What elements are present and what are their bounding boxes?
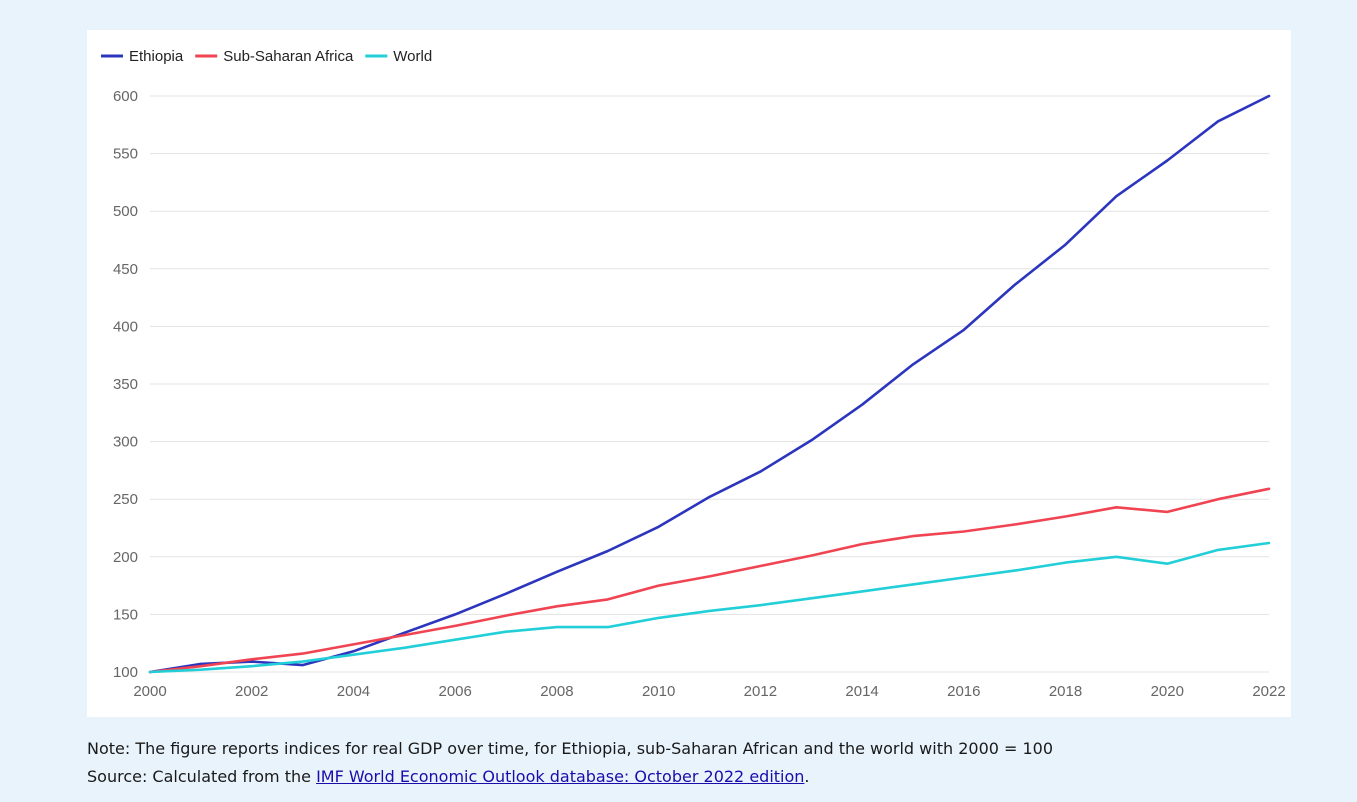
legend: Ethiopia Sub-Saharan Africa World xyxy=(101,48,432,65)
y-tick-label: 600 xyxy=(113,88,138,105)
y-tick-label: 250 xyxy=(113,491,138,508)
x-axis: 2000 2002 2004 2006 2008 2010 2012 2014 2016 2018… xyxy=(133,683,1285,700)
legend-label: Sub-Saharan Africa xyxy=(223,48,354,65)
series-line-world xyxy=(148,541,1271,674)
source-link[interactable]: IMF World Economic Outlook database: Oct… xyxy=(316,767,805,786)
x-tick-label: 2020 xyxy=(1151,683,1184,700)
source-suffix: . xyxy=(804,767,810,786)
y-axis: 100 150 200 250 300 350 400 450 500 550 600 xyxy=(113,88,138,681)
chart-card: Ethiopia Sub-Saharan Africa World 100 150 20… xyxy=(87,30,1291,717)
legend-label: World xyxy=(393,48,432,65)
series-line-sub-saharan-africa xyxy=(148,487,1271,674)
note-text: Note: The figure reports indices for rea… xyxy=(87,739,1054,758)
legend-label: Ethiopia xyxy=(129,48,184,65)
figure-notes: Note: The figure reports indices for rea… xyxy=(87,735,1053,791)
legend-item[interactable]: Sub-Saharan Africa xyxy=(195,48,354,65)
y-tick-label: 300 xyxy=(113,434,138,451)
y-tick-label: 400 xyxy=(113,318,138,335)
legend-item[interactable]: World xyxy=(365,48,432,65)
x-tick-label: 2014 xyxy=(845,683,878,700)
x-tick-label: 2002 xyxy=(235,683,268,700)
y-tick-label: 350 xyxy=(113,376,138,393)
x-tick-label: 2000 xyxy=(133,683,166,700)
line-chart: Ethiopia Sub-Saharan Africa World 100 150 20… xyxy=(101,48,1286,700)
legend-item[interactable]: Ethiopia xyxy=(101,48,184,65)
y-tick-label: 450 xyxy=(113,261,138,278)
x-tick-label: 2018 xyxy=(1049,683,1082,700)
y-tick-label: 150 xyxy=(113,606,138,623)
x-tick-label: 2004 xyxy=(337,683,370,700)
series-group xyxy=(148,94,1271,674)
x-tick-label: 2010 xyxy=(642,683,675,700)
y-tick-label: 100 xyxy=(113,664,138,681)
x-tick-label: 2022 xyxy=(1252,683,1285,700)
y-tick-label: 550 xyxy=(113,146,138,163)
y-tick-label: 500 xyxy=(113,203,138,220)
source-prefix: Source: Calculated from the xyxy=(87,767,317,786)
x-tick-label: 2012 xyxy=(744,683,777,700)
x-tick-label: 2006 xyxy=(438,683,471,700)
y-tick-label: 200 xyxy=(113,549,138,566)
source-line: Source: Calculated from the IMF World Ec… xyxy=(87,763,1053,791)
x-tick-label: 2016 xyxy=(947,683,980,700)
x-tick-label: 2008 xyxy=(540,683,573,700)
gridlines xyxy=(150,95,1269,673)
